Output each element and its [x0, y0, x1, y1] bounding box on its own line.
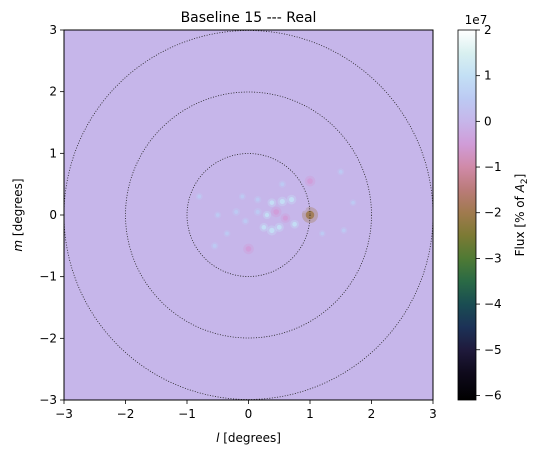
reference-circle [186, 153, 311, 277]
colorbar-tick-label: −4 [484, 297, 502, 311]
chart-title: Baseline 15 --- Real [181, 10, 317, 26]
source-point [276, 224, 282, 230]
source-point [225, 231, 229, 236]
y-axis-label-unit: [degrees] [11, 178, 25, 239]
colorbar-tick-label: −3 [484, 251, 502, 265]
source-point [307, 178, 313, 184]
x-tick-label: −1 [178, 407, 196, 421]
y-axis-ticks: −3 −2 −1 0 1 2 3 [39, 23, 64, 407]
x-tick-label: 0 [245, 407, 253, 421]
x-tick-label: 3 [429, 407, 437, 421]
x-tick-label: 1 [306, 407, 314, 421]
y-tick-label: −2 [39, 331, 57, 345]
source-point [279, 198, 285, 204]
reference-circle [125, 91, 372, 339]
source-point [255, 209, 260, 214]
source-point [197, 194, 202, 199]
source-point [240, 194, 245, 199]
source-point [338, 169, 343, 174]
colorbar-tick-label: −6 [484, 388, 502, 402]
y-tick-label: −1 [39, 270, 57, 284]
y-tick-label: 0 [49, 208, 57, 222]
colorbar-ticks: 2 1 0 −1 −2 −3 −4 −5 −6 [476, 23, 502, 402]
plot-background [64, 30, 433, 400]
source-point [269, 200, 275, 205]
sources-layer [195, 168, 357, 255]
y-tick-label: 3 [49, 23, 57, 37]
colorbar-tick-label: 1 [484, 69, 492, 83]
x-tick-label: −2 [117, 407, 135, 421]
source-point [320, 231, 325, 236]
colorbar-tick-label: 0 [484, 114, 492, 128]
x-tick-label: 2 [368, 407, 376, 421]
source-point [234, 209, 239, 214]
source-point [243, 219, 248, 224]
x-axis-ticks: −3 −2 −1 0 1 2 3 [55, 400, 437, 421]
colorbar-label-subscript: 2 [520, 178, 530, 184]
source-point [261, 225, 267, 230]
source-point [273, 209, 279, 215]
source-point [288, 197, 295, 203]
source-point [341, 228, 346, 233]
source-point [282, 215, 288, 221]
source-point [267, 191, 273, 196]
y-tick-label: 2 [49, 85, 57, 99]
x-axis-label: l [degrees] [216, 431, 281, 445]
colorbar-tick-label: −2 [484, 206, 502, 220]
colorbar-tick-label: 2 [484, 23, 492, 37]
source-point [292, 221, 297, 227]
source-point [245, 246, 252, 252]
x-tick-label: −3 [55, 407, 73, 421]
x-axis-label-unit: [degrees] [219, 431, 280, 445]
y-axis-label: m [degrees] [11, 178, 25, 251]
source-point [212, 243, 217, 248]
colorbar-tick-label: −5 [484, 343, 502, 357]
colorbar [457, 29, 477, 401]
colorbar-tick-label: −1 [484, 160, 502, 174]
colorbar-label: Flux [% of A2] [513, 174, 530, 257]
colorbar-label-prefix: Flux [% of [513, 192, 527, 256]
y-tick-label: 1 [49, 146, 57, 160]
colorbar-label-suffix: ] [513, 174, 527, 179]
x-axis-label-symbol: l [216, 431, 220, 445]
y-tick-label: −3 [39, 393, 57, 407]
source-point [280, 182, 285, 187]
source-point [351, 200, 355, 205]
source-point [301, 206, 307, 212]
colorbar-label-symbol: A [513, 184, 527, 193]
y-axis-label-symbol: m [11, 240, 25, 252]
source-point [269, 227, 275, 234]
source-point [264, 212, 270, 218]
source-point [215, 213, 220, 217]
source-point [255, 197, 260, 202]
colorbar-exponent: 1e7 [465, 13, 488, 27]
